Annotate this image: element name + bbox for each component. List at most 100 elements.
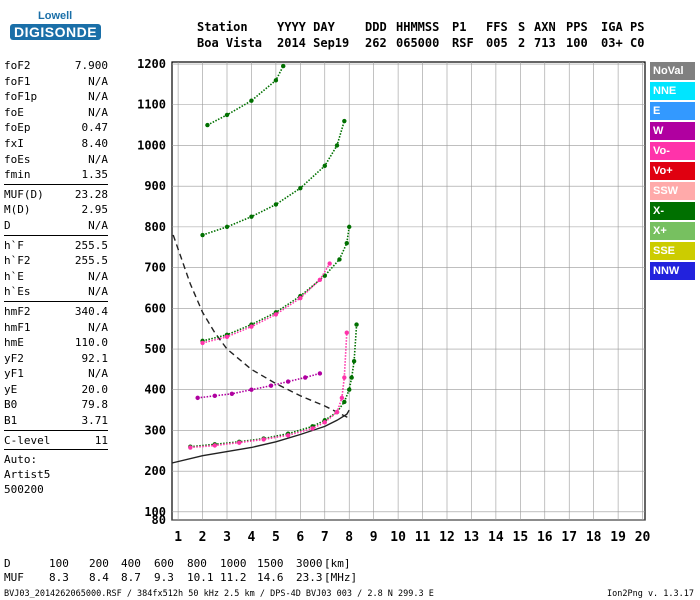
param-value: 255.5: [74, 238, 108, 252]
param-name: h`E: [4, 269, 24, 283]
d-value: 200: [89, 557, 109, 570]
legend-item: W: [650, 122, 695, 140]
x-tick-label: 6: [296, 530, 304, 545]
param-name: yF1: [4, 367, 24, 381]
param-value: N/A: [88, 269, 108, 283]
legend-item: SSE: [650, 242, 695, 260]
y-tick-label: 900: [144, 179, 166, 193]
legend-item: NNE: [650, 82, 695, 100]
y-tick-label: 700: [144, 261, 166, 275]
param-value: 255.5: [74, 254, 108, 268]
param-value: N/A: [88, 74, 108, 88]
echo-point: [349, 375, 354, 380]
d-label: D: [4, 557, 11, 570]
x-tick-label: 5: [272, 530, 280, 545]
echo-point: [195, 395, 200, 401]
param-row: B1 3.71: [4, 413, 108, 429]
header-row1-col-0: Station: [197, 20, 248, 34]
param-name: h`F: [4, 238, 24, 252]
header-row2-col-6: 2: [518, 36, 526, 50]
param-row: C-level 11: [4, 433, 108, 449]
polarization-legend: NoVal NNE E W Vo- Vo+ SSW X- X+ SSE NNW: [650, 62, 695, 282]
legend-item: NoVal: [650, 62, 695, 80]
param-name: yF2: [4, 351, 24, 365]
echo-point: [354, 322, 359, 327]
echo-trace: [197, 372, 321, 399]
param-value: 2.95: [81, 203, 109, 217]
y-tick-label: 1200: [137, 57, 166, 71]
header-row2-col-5: 005: [486, 36, 508, 50]
x-tick-label: 3: [223, 530, 231, 545]
param-name: h`F2: [4, 254, 31, 268]
y-tick-label: 80: [152, 513, 166, 527]
header-row2-col-4: RSF: [452, 36, 474, 50]
x-tick-label: 4: [248, 530, 256, 545]
d-value: 1500: [257, 557, 284, 570]
muf-label: MUF: [4, 571, 24, 584]
x-tick-label: 17: [561, 530, 577, 545]
muf-value: 11.2: [220, 571, 247, 584]
x-tick-label: 14: [488, 530, 504, 545]
param-name: h`Es: [4, 285, 31, 299]
param-value: 1.35: [81, 168, 109, 182]
echo-point: [347, 224, 352, 230]
y-tick-label: 600: [144, 301, 166, 315]
header-row1-col-3: HHMMSS: [396, 20, 440, 34]
x-tick-label: 9: [370, 530, 378, 545]
param-extra-line: 500200: [4, 483, 44, 497]
header-row1-col-10: PS: [630, 20, 645, 34]
param-row: foF1 N/A: [4, 74, 108, 90]
d-value: 1000: [220, 557, 247, 570]
x-tick-label: 13: [464, 530, 480, 545]
param-value: N/A: [88, 218, 108, 232]
header-row1-col-5: FFS: [486, 20, 508, 34]
param-row: foF1p N/A: [4, 89, 108, 105]
d-value: 3000: [296, 557, 323, 570]
header-row1-col-8: PPS: [566, 20, 588, 34]
legend-item: X+: [650, 222, 695, 240]
d-unit: [km]: [324, 557, 351, 570]
ionospheric-parameters-panel: foF2 7.900 foF1 N/A foF1p N/A foE N/A foEp 0.47 fx…: [4, 58, 108, 497]
plot-frame: [171, 61, 646, 521]
digisonde-logo: Lowell DIGISONDE: [8, 8, 128, 48]
param-name: B0: [4, 398, 18, 412]
legend-item: SSW: [650, 182, 695, 200]
y-tick-label: 400: [144, 383, 166, 397]
muf-value: 8.3: [49, 571, 69, 584]
legend-item: Vo-: [650, 142, 695, 160]
param-row: fmin 1.35: [4, 167, 108, 183]
param-value: 20.0: [81, 382, 109, 396]
param-value: 3.71: [81, 414, 109, 428]
param-name: foEp: [4, 121, 31, 135]
param-value: N/A: [88, 152, 108, 166]
echo-trace: [202, 263, 331, 344]
legend-item: E: [650, 102, 695, 120]
param-name: foF2: [4, 59, 31, 72]
param-row: yE 20.0: [4, 382, 108, 398]
param-row: MUF(D) 23.28: [4, 187, 108, 203]
param-value: 79.8: [81, 398, 109, 412]
param-value: 0.47: [81, 121, 109, 135]
param-name: foEs: [4, 152, 31, 166]
legend-item: Vo+: [650, 162, 695, 180]
header-row1-col-2: DDD: [365, 20, 387, 34]
x-tick-label: 1: [174, 530, 182, 545]
param-value: N/A: [88, 367, 108, 381]
param-row: D N/A: [4, 218, 108, 234]
echo-trace: [202, 120, 346, 236]
param-separator: [4, 429, 108, 431]
legend-item: NNW: [650, 262, 695, 280]
header-row2-col-10: C0: [630, 36, 645, 50]
param-separator: [4, 234, 108, 236]
param-row: foE N/A: [4, 105, 108, 121]
param-value: 340.4: [74, 304, 108, 318]
echo-point: [303, 375, 308, 380]
param-name: hmE: [4, 336, 24, 350]
muf-value: 8.4: [89, 571, 109, 584]
y-tick-label: 500: [144, 342, 166, 356]
x-tick-label: 15: [513, 530, 529, 545]
d-value: 100: [49, 557, 69, 570]
param-value: 8.40: [81, 136, 109, 150]
param-extra-line: Artist5: [4, 468, 51, 482]
param-row: h`E N/A: [4, 269, 108, 285]
